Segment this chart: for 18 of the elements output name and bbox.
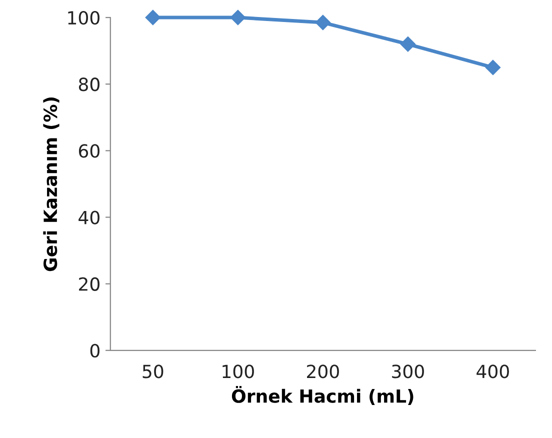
point xyxy=(485,60,501,76)
x-tick-label: 50 xyxy=(142,364,164,378)
y-tick-label: 0 xyxy=(90,344,100,358)
y-axis-title: Geri Kazanım (%) xyxy=(43,97,60,272)
x-tick-label: 300 xyxy=(392,364,424,378)
y-tick-label: 80 xyxy=(78,78,100,92)
point xyxy=(230,10,246,26)
x-tick-label: 400 xyxy=(476,364,509,378)
y-tick-label: 100 xyxy=(68,10,100,25)
point xyxy=(400,36,416,52)
y-tick-label: 20 xyxy=(79,277,100,291)
x-axis-title: Örnek Hacmi (mL) xyxy=(232,386,414,406)
point xyxy=(315,14,330,30)
x-tick-label: 100 xyxy=(222,364,254,378)
x-tick-label: 200 xyxy=(307,364,339,378)
point xyxy=(145,10,160,26)
y-tick-label: 40 xyxy=(78,210,100,224)
y-tick-label: 60 xyxy=(78,144,100,158)
